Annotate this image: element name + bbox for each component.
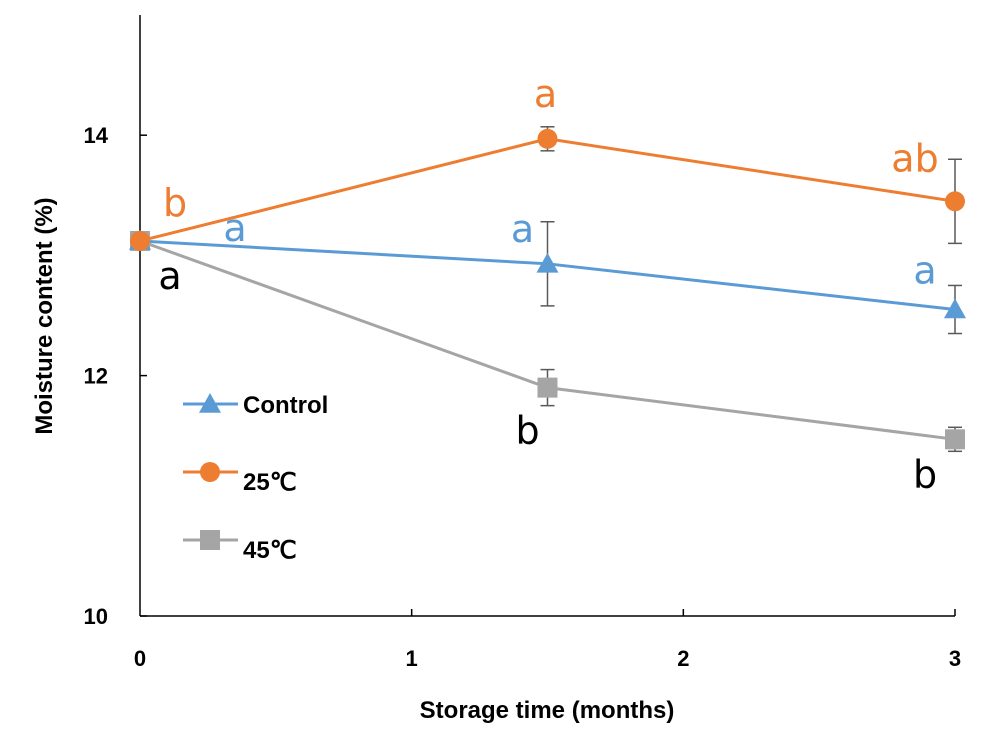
legend-label-control: Control xyxy=(243,392,328,419)
data-point-25c xyxy=(945,191,965,212)
significance-letter-25c: b xyxy=(163,181,187,225)
data-point-control xyxy=(944,298,966,319)
data-point-45c xyxy=(945,429,965,450)
x-tick-label: 3 xyxy=(949,646,961,671)
significance-letter-45c: b xyxy=(913,452,937,496)
y-axis-title: Moisture content (%) xyxy=(31,197,58,434)
legend-marker-25c xyxy=(200,462,220,482)
legend-marker-45c xyxy=(200,530,220,550)
x-tick-label: 2 xyxy=(677,646,689,671)
legend-marker-control xyxy=(199,393,221,413)
x-axis-title: Storage time (months) xyxy=(420,697,675,724)
significance-letter-25c: a xyxy=(534,72,557,116)
legend: Control 25℃ 45℃ xyxy=(183,392,328,564)
axes xyxy=(139,15,955,617)
y-tick-label: 14 xyxy=(84,123,109,148)
legend-label-45c: 45℃ xyxy=(243,537,297,564)
data-point-control xyxy=(536,252,559,273)
data-point-25c xyxy=(130,230,150,251)
significance-letter-control: a xyxy=(913,248,936,292)
y-tick-label: 10 xyxy=(84,604,108,629)
x-tick-label: 0 xyxy=(134,646,146,671)
significance-letter-control: a xyxy=(511,207,534,251)
legend-label-25c: 25℃ xyxy=(243,469,297,496)
data-point-25c xyxy=(537,128,558,149)
significance-letter-control: a xyxy=(223,206,246,250)
significance-letter-45c: b xyxy=(515,409,539,453)
data-point-45c xyxy=(537,377,558,398)
y-tick-label: 12 xyxy=(84,364,108,389)
significance-letter-45c: a xyxy=(158,254,181,298)
legend-item-25c: 25℃ xyxy=(183,462,297,496)
significance-letter-25c: ab xyxy=(891,136,938,180)
series-control: a aa xyxy=(129,206,966,335)
legend-item-control: Control xyxy=(183,392,328,419)
x-tick-label: 1 xyxy=(406,646,418,671)
legend-item-45c: 45℃ xyxy=(183,530,297,564)
